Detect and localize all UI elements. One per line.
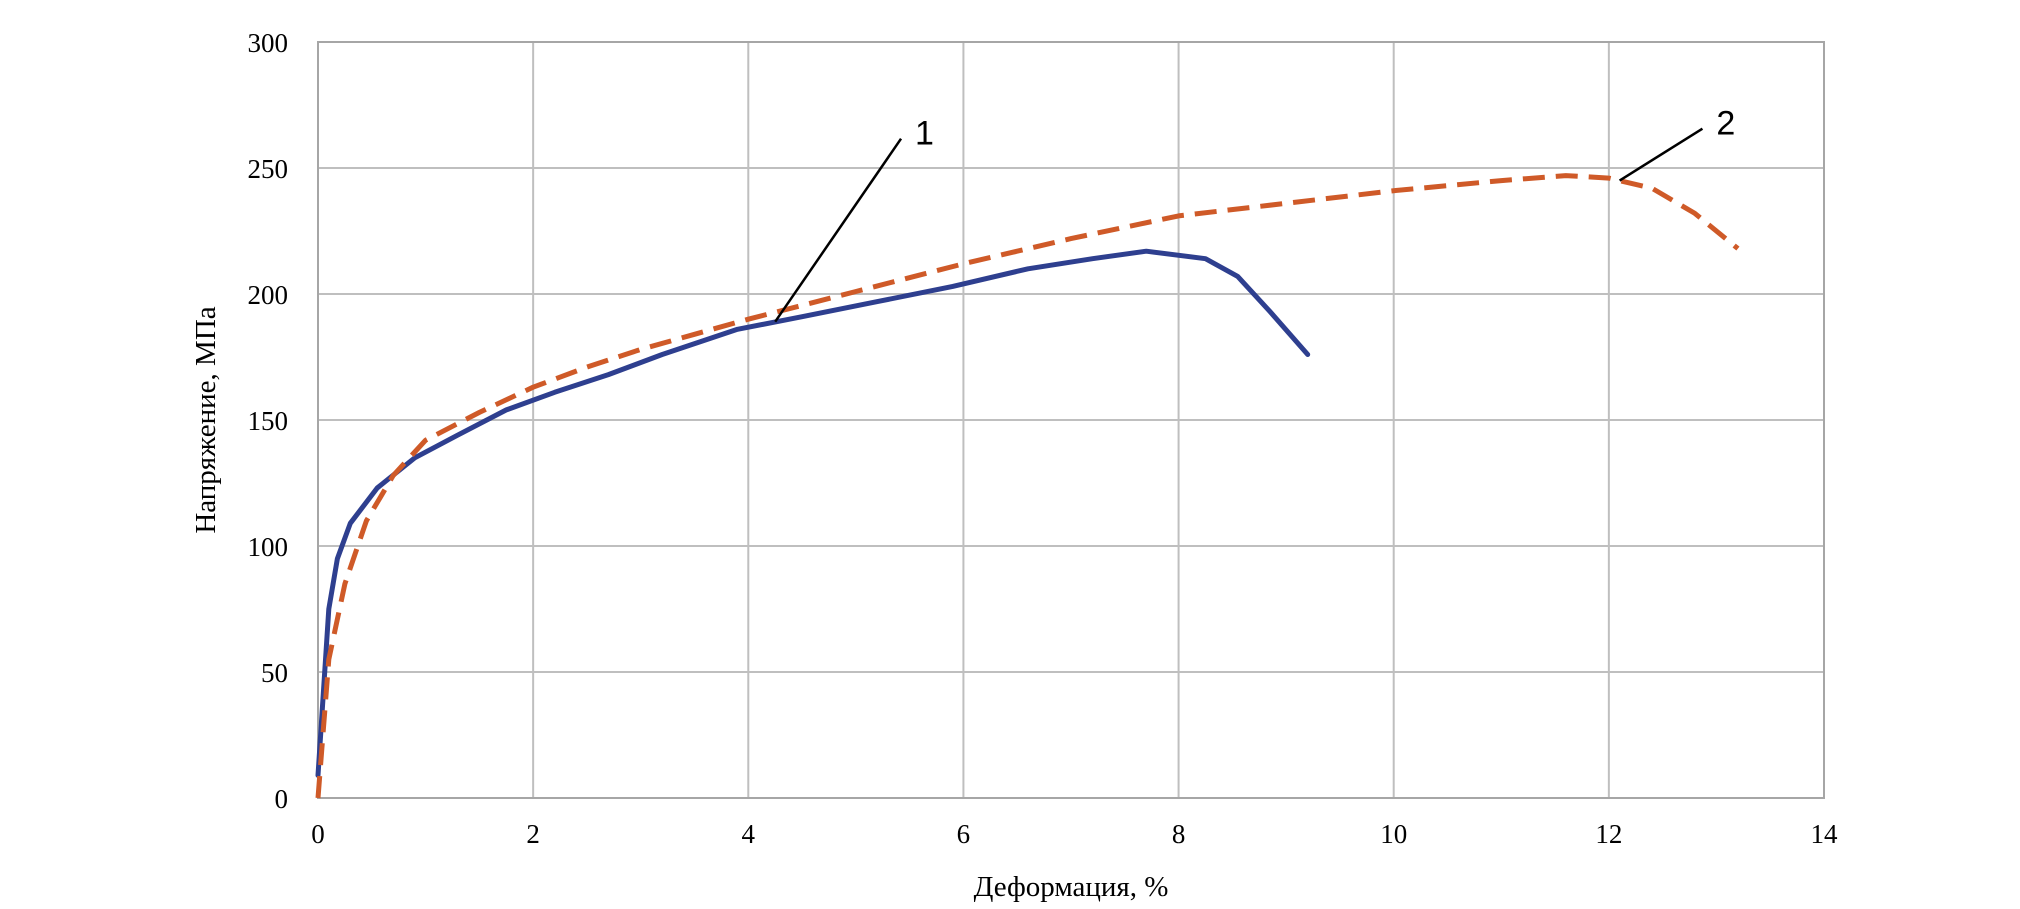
callout-label-2: 2 [1716,105,1735,143]
series-line-2 [315,173,1740,799]
plot-area [317,41,1825,799]
series-line-1 [315,248,1311,778]
y-tick-label: 300 [248,28,289,58]
x-tick-label: 12 [1595,819,1622,849]
y-tick-label: 100 [248,532,289,562]
grid [317,41,1825,799]
x-tick-label: 8 [1172,819,1186,849]
y-tick-label: 250 [248,154,289,184]
x-tick-label: 10 [1380,819,1407,849]
series-lines [315,173,1740,799]
x-axis-ticks: 0 2 4 6 8 10 12 14 [311,819,1838,849]
y-tick-label: 150 [248,406,289,436]
x-tick-label: 2 [526,819,540,849]
x-tick-label: 0 [311,819,325,849]
x-tick-label: 4 [742,819,756,849]
callout-leader-2 [1618,127,1704,182]
y-tick-label: 50 [261,658,288,688]
x-tick-label: 14 [1811,819,1839,849]
x-axis-title: Деформация, % [974,871,1169,903]
y-axis-ticks: 0 50 100 150 200 250 300 [248,28,289,814]
y-tick-label: 0 [275,784,289,814]
y-axis-title: Напряжение, МПа [190,306,222,533]
callout-leader-1 [774,138,903,323]
x-tick-label: 6 [957,819,971,849]
callout-label-1: 1 [915,115,934,153]
y-tick-label: 200 [248,280,289,310]
